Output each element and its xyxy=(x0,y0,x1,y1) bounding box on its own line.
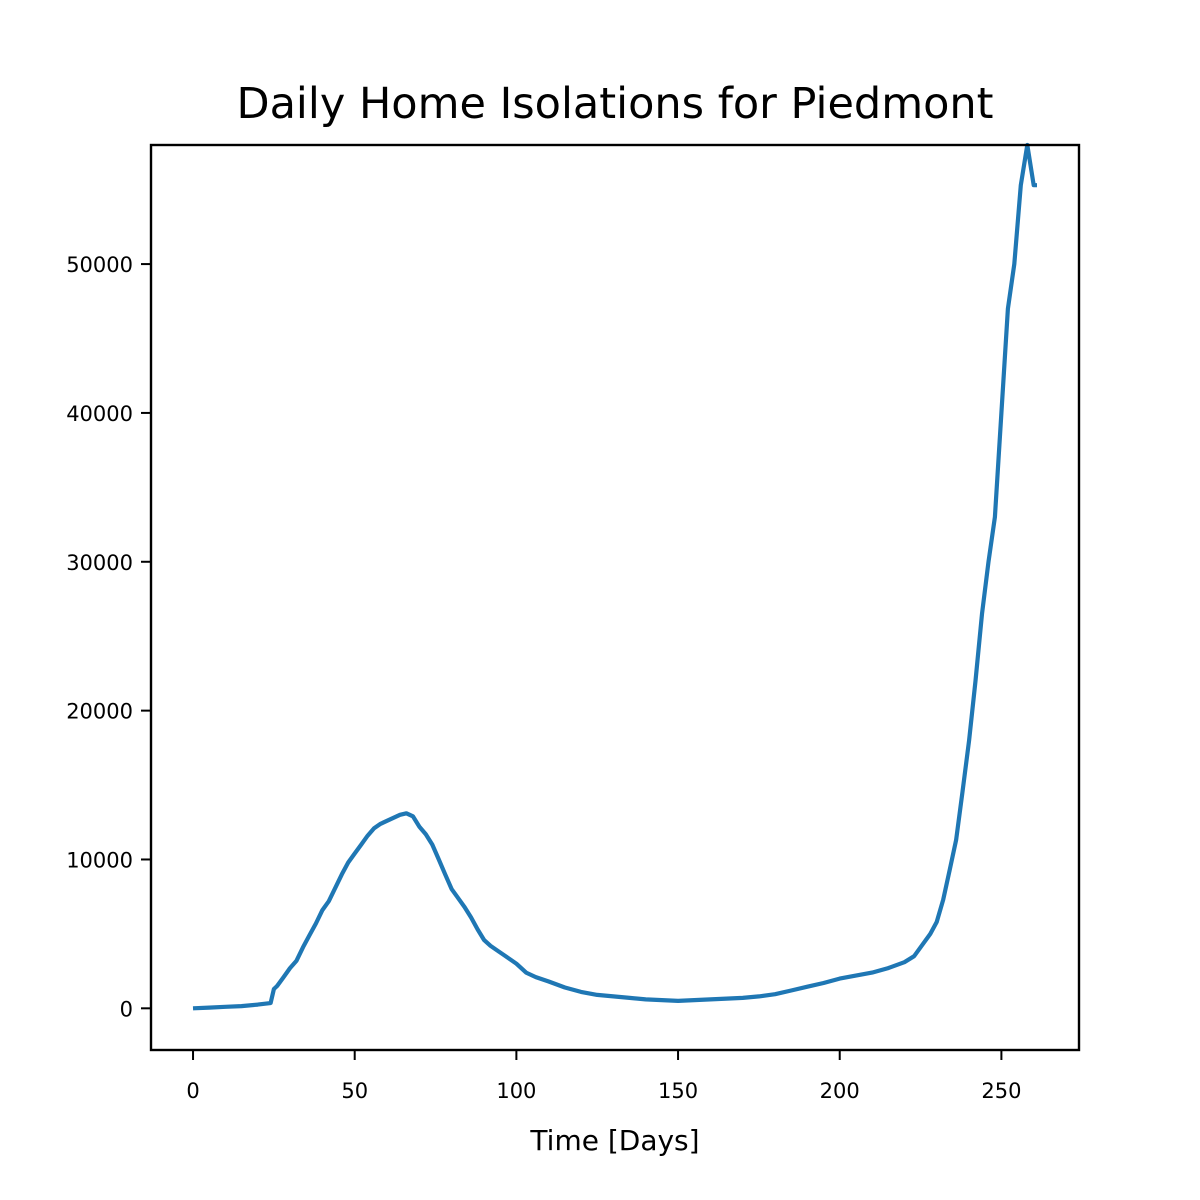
plot-area xyxy=(192,142,1037,1011)
x-tick-label: 0 xyxy=(186,1079,199,1103)
x-tick-label: 150 xyxy=(658,1079,698,1103)
x-tick-label: 100 xyxy=(496,1079,536,1103)
series-line-0 xyxy=(192,142,1037,1011)
y-axis-ticks: 0 10000 20000 30000 40000 50000 xyxy=(66,253,151,1021)
plot-frame xyxy=(149,143,1081,1052)
chart-title: Daily Home Isolations for Piedmont xyxy=(236,79,993,129)
x-axis-ticks: 0 50 100 150 200 250 xyxy=(186,1050,1021,1103)
y-tick-label: 40000 xyxy=(66,402,133,426)
y-tick-label: 0 xyxy=(120,997,133,1021)
y-tick-label: 20000 xyxy=(66,700,133,724)
y-tick-label: 50000 xyxy=(66,253,133,277)
x-tick-label: 50 xyxy=(341,1079,368,1103)
y-tick-label: 10000 xyxy=(66,848,133,872)
x-axis-label: Time [Days] xyxy=(529,1124,699,1157)
x-tick-label: 250 xyxy=(981,1079,1021,1103)
x-tick-label: 200 xyxy=(820,1079,860,1103)
y-tick-label: 30000 xyxy=(66,551,133,575)
